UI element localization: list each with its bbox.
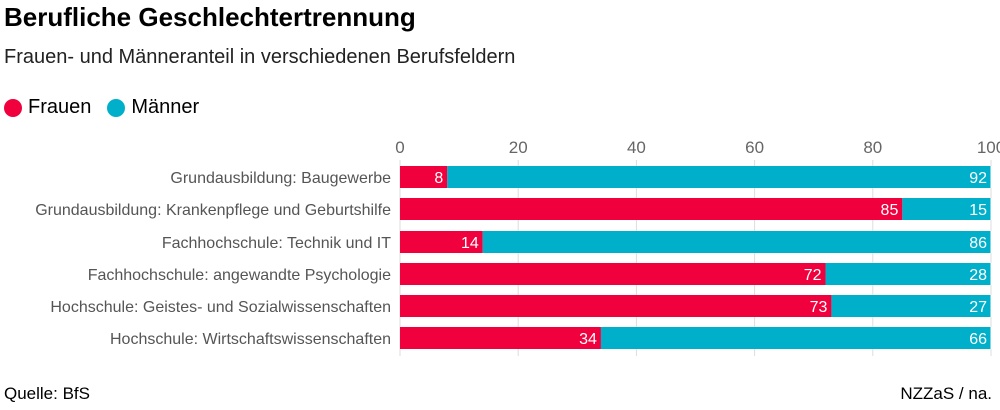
bar-frauen	[400, 231, 483, 253]
category-label: Hochschule: Wirtschaftswissenschaften	[110, 331, 391, 348]
bar-maenner	[447, 166, 991, 188]
legend-swatch-frauen	[4, 98, 22, 117]
bar-frauen	[400, 295, 832, 317]
x-tick-label: 60	[745, 138, 764, 157]
data-label: 86	[969, 235, 987, 252]
bar-maenner	[902, 198, 991, 220]
data-label: 73	[810, 299, 828, 316]
legend-label-maenner: Männer	[131, 96, 200, 118]
category-label: Fachhochschule: angewandte Psychologie	[88, 267, 391, 284]
data-label: 72	[804, 267, 822, 284]
data-label: 27	[969, 299, 987, 316]
bar-maenner	[600, 327, 991, 349]
category-label: Grundausbildung: Krankenpflege und Gebur…	[35, 202, 391, 219]
chart-title: Berufliche Geschlechtertrennung	[4, 2, 416, 32]
bar-frauen	[400, 198, 903, 220]
bar-maenner	[482, 231, 991, 253]
data-label: 14	[461, 235, 479, 252]
data-label: 34	[579, 331, 597, 348]
category-label: Grundausbildung: Baugewerbe	[170, 170, 391, 187]
chart-subtitle: Frauen- und Männeranteil in verschiedene…	[4, 46, 516, 68]
data-label: 8	[434, 170, 443, 187]
legend-swatch-maenner	[107, 98, 126, 117]
data-label: 28	[969, 267, 987, 284]
source-note: Quelle: BfS	[4, 384, 90, 403]
legend: Frauen Männer	[4, 96, 199, 119]
data-label: 85	[881, 202, 899, 219]
data-label: 15	[969, 202, 987, 219]
bar-frauen	[400, 166, 448, 188]
data-label: 92	[969, 170, 987, 187]
x-tick-label: 0	[395, 138, 404, 157]
bar-frauen	[400, 327, 601, 349]
bar-frauen	[400, 263, 826, 285]
x-tick-label: 20	[509, 138, 528, 157]
x-tick-label: 100	[977, 138, 1000, 157]
legend-label-frauen: Frauen	[28, 96, 92, 118]
credit-note: NZZaS / na.	[900, 384, 992, 403]
x-tick-label: 80	[863, 138, 882, 157]
x-tick-label: 40	[627, 138, 646, 157]
bar-maenner	[825, 263, 991, 285]
data-label: 66	[969, 331, 987, 348]
category-label: Hochschule: Geistes- und Sozialwissensch…	[50, 299, 391, 316]
category-label: Fachhochschule: Technik und IT	[162, 235, 391, 252]
bar-maenner	[831, 295, 991, 317]
